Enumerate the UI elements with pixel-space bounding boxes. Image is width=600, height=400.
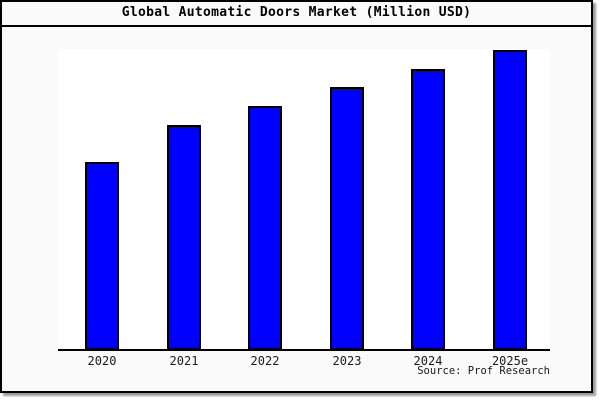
bar-2022 xyxy=(248,106,282,350)
title-bar: Global Automatic Doors Market (Million U… xyxy=(0,0,593,27)
source-note: Source: Prof Research xyxy=(417,365,550,377)
bar-2024 xyxy=(411,69,445,350)
bar-2020 xyxy=(85,162,119,350)
x-tick-label: 2023 xyxy=(332,354,362,368)
x-tick-label: 2020 xyxy=(87,354,117,368)
bar-2021 xyxy=(167,125,201,350)
x-tick-label: 2025e xyxy=(491,354,529,368)
plot-area xyxy=(58,49,550,350)
x-tick-label: 2024 xyxy=(413,354,443,368)
bar-2023 xyxy=(330,87,364,350)
x-axis-line xyxy=(58,349,550,351)
bar-2025e xyxy=(493,50,527,350)
chart-title: Global Automatic Doors Market (Million U… xyxy=(121,5,472,20)
x-tick-label: 2022 xyxy=(250,354,280,368)
x-tick-label: 2021 xyxy=(169,354,199,368)
